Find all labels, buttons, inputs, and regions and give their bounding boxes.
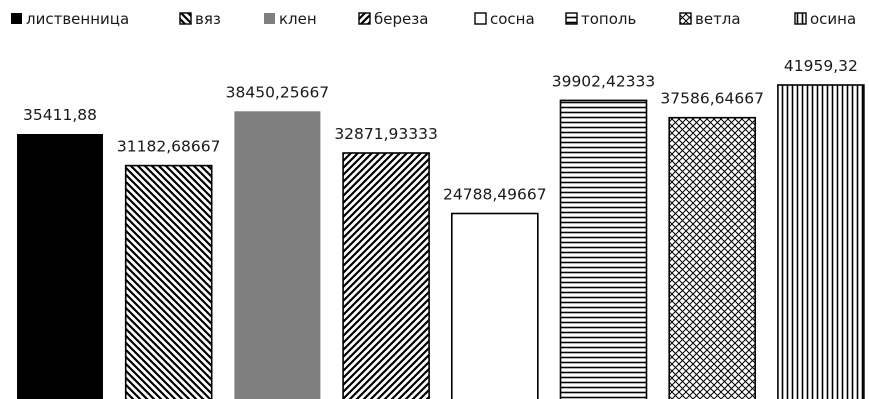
legend-label-series-4: береза — [374, 10, 428, 28]
legend-swatch-series-2 — [179, 12, 192, 25]
bar-series-8 — [777, 84, 865, 399]
data-label-series-7: 37586,64667 — [660, 90, 764, 108]
legend-swatch-series-8 — [794, 12, 807, 25]
data-label-series-2: 31182,68667 — [117, 138, 221, 156]
legend-swatch-series-1 — [11, 13, 22, 24]
bar-series-5 — [450, 212, 539, 399]
legend-label-series-1: лиственница — [26, 10, 129, 28]
legend-label-series-2: вяз — [195, 10, 221, 28]
data-label-series-6: 39902,42333 — [552, 72, 656, 90]
legend-swatch-series-4 — [358, 12, 371, 25]
bar-series-2 — [124, 164, 213, 399]
bars-group — [17, 84, 865, 399]
bar-series-4 — [342, 152, 430, 399]
legend-swatch-series-6 — [565, 12, 578, 25]
chart-legend: лиственница вяз клен береза сосна тополь ветла… — [11, 10, 856, 28]
bar-series-7 — [668, 116, 757, 399]
legend-label-series-3: клен — [279, 10, 317, 28]
legend-label-series-8: осина — [810, 10, 856, 28]
legend-label-series-5: сосна — [490, 10, 535, 28]
bar-series-6 — [559, 99, 648, 399]
bar-series-1 — [17, 134, 103, 399]
data-labels-group: 35411,88 31182,68667 38450,25667 32871,9333… — [23, 57, 858, 204]
legend-label-series-7: ветла — [695, 10, 741, 28]
data-label-series-3: 38450,25667 — [226, 83, 330, 101]
data-label-series-8: 41959,32 — [784, 57, 858, 75]
data-label-series-5: 24788,49667 — [443, 186, 547, 204]
legend-label-series-6: тополь — [581, 10, 636, 28]
data-label-series-1: 35411,88 — [23, 106, 97, 124]
legend-swatch-series-3 — [264, 13, 275, 24]
bar-series-3 — [234, 111, 321, 399]
legend-swatch-series-7 — [679, 12, 692, 25]
legend-swatch-series-5 — [474, 12, 487, 25]
data-label-series-4: 32871,93333 — [334, 125, 438, 143]
